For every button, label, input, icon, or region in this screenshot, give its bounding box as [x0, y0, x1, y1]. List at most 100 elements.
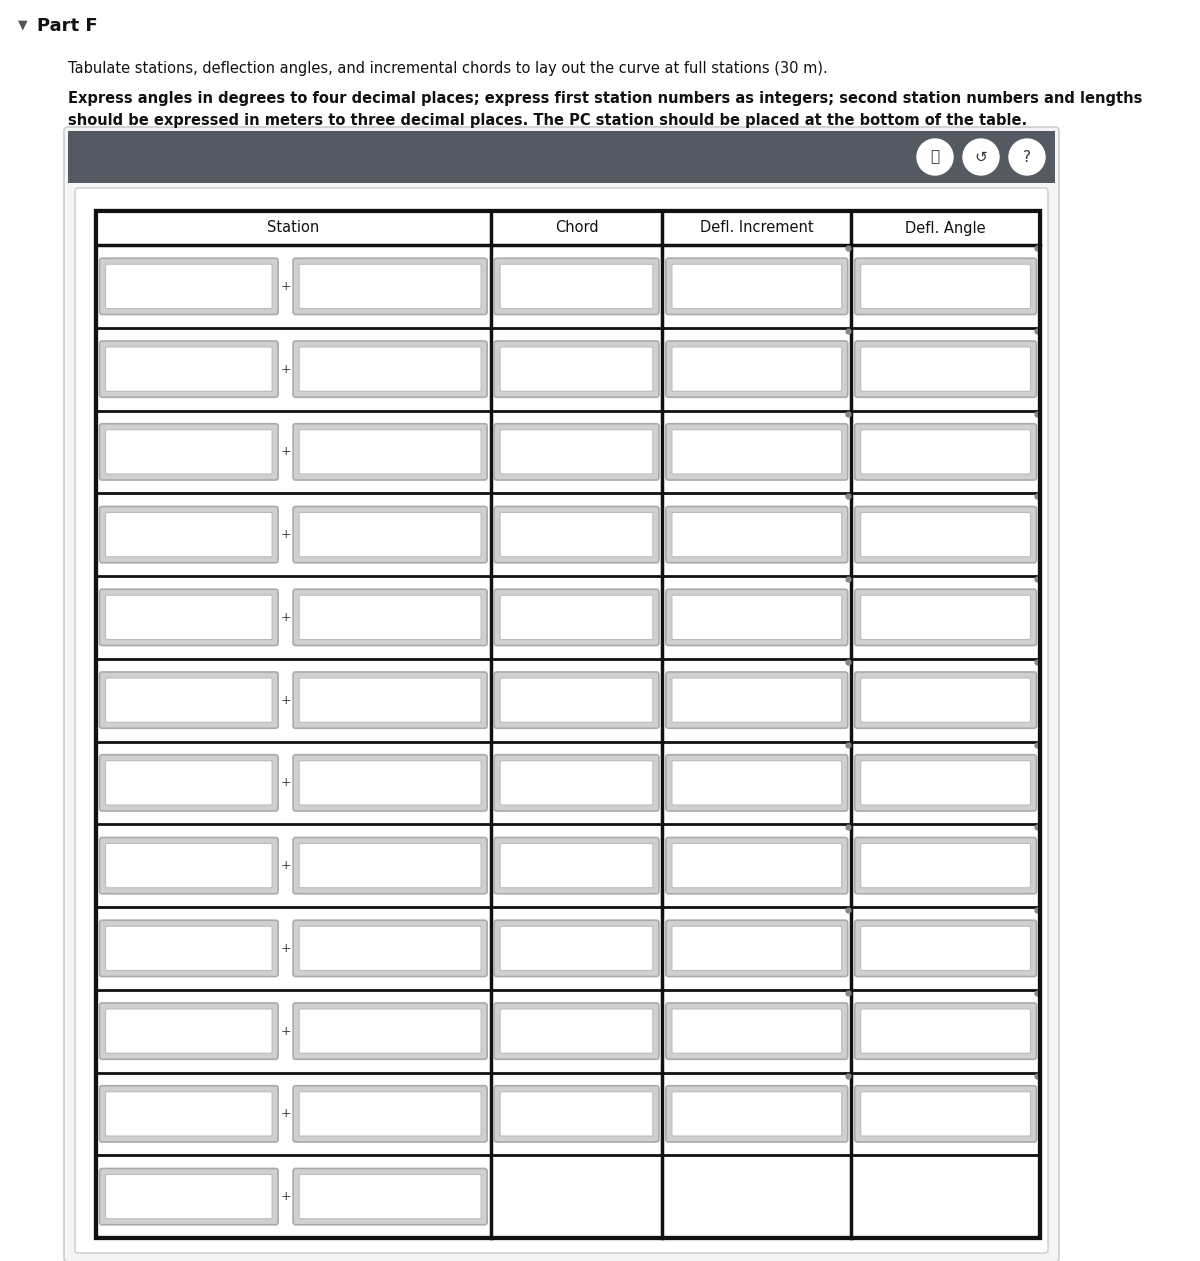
Bar	[96, 211, 1040, 1238]
FancyBboxPatch shape	[854, 507, 1037, 562]
FancyBboxPatch shape	[100, 1086, 278, 1142]
Text: 💡: 💡	[930, 150, 940, 164]
FancyBboxPatch shape	[854, 1002, 1037, 1059]
Text: Part F: Part F	[37, 16, 97, 35]
FancyBboxPatch shape	[299, 1174, 481, 1219]
FancyBboxPatch shape	[860, 595, 1031, 639]
FancyBboxPatch shape	[100, 1169, 278, 1224]
Text: +: +	[281, 1025, 290, 1038]
FancyBboxPatch shape	[666, 589, 847, 646]
FancyBboxPatch shape	[100, 921, 278, 976]
Text: Express angles in degrees to four decimal places; express first station numbers : Express angles in degrees to four decima…	[68, 91, 1142, 106]
FancyBboxPatch shape	[494, 424, 659, 480]
Text: +: +	[281, 1190, 290, 1203]
FancyBboxPatch shape	[106, 595, 272, 639]
FancyBboxPatch shape	[299, 512, 481, 557]
FancyBboxPatch shape	[293, 672, 487, 729]
FancyBboxPatch shape	[672, 595, 841, 639]
FancyBboxPatch shape	[860, 1009, 1031, 1053]
FancyBboxPatch shape	[860, 430, 1031, 474]
Bar	[96, 211, 1040, 1238]
FancyBboxPatch shape	[106, 430, 272, 474]
Circle shape	[917, 139, 953, 175]
FancyBboxPatch shape	[100, 424, 278, 480]
FancyBboxPatch shape	[106, 1009, 272, 1053]
Text: +: +	[281, 1107, 290, 1120]
Text: +: +	[281, 528, 290, 541]
FancyBboxPatch shape	[293, 589, 487, 646]
Text: +: +	[281, 942, 290, 955]
FancyBboxPatch shape	[854, 424, 1037, 480]
FancyBboxPatch shape	[106, 347, 272, 391]
Circle shape	[964, 139, 998, 175]
FancyBboxPatch shape	[500, 595, 653, 639]
FancyBboxPatch shape	[666, 340, 847, 397]
Text: +: +	[281, 445, 290, 459]
FancyBboxPatch shape	[666, 755, 847, 811]
FancyBboxPatch shape	[299, 595, 481, 639]
FancyBboxPatch shape	[500, 265, 653, 309]
Text: should be expressed in meters to three decimal places. The PC station should be : should be expressed in meters to three d…	[68, 113, 1027, 129]
FancyBboxPatch shape	[106, 760, 272, 805]
FancyBboxPatch shape	[494, 340, 659, 397]
FancyBboxPatch shape	[293, 921, 487, 976]
FancyBboxPatch shape	[494, 837, 659, 894]
Text: Chord: Chord	[554, 221, 599, 236]
FancyBboxPatch shape	[672, 927, 841, 971]
FancyBboxPatch shape	[293, 755, 487, 811]
FancyBboxPatch shape	[500, 760, 653, 805]
FancyBboxPatch shape	[666, 259, 847, 314]
FancyBboxPatch shape	[500, 927, 653, 971]
Text: ▼: ▼	[18, 18, 28, 32]
FancyBboxPatch shape	[854, 672, 1037, 729]
FancyBboxPatch shape	[860, 512, 1031, 557]
FancyBboxPatch shape	[672, 347, 841, 391]
FancyBboxPatch shape	[854, 755, 1037, 811]
FancyBboxPatch shape	[672, 678, 841, 723]
Text: +: +	[281, 280, 290, 293]
FancyBboxPatch shape	[293, 837, 487, 894]
FancyBboxPatch shape	[666, 507, 847, 562]
FancyBboxPatch shape	[106, 678, 272, 723]
FancyBboxPatch shape	[106, 512, 272, 557]
FancyBboxPatch shape	[494, 259, 659, 314]
FancyBboxPatch shape	[494, 921, 659, 976]
FancyBboxPatch shape	[293, 1002, 487, 1059]
FancyBboxPatch shape	[500, 347, 653, 391]
FancyBboxPatch shape	[293, 507, 487, 562]
FancyBboxPatch shape	[500, 512, 653, 557]
FancyBboxPatch shape	[500, 844, 653, 888]
FancyBboxPatch shape	[666, 837, 847, 894]
FancyBboxPatch shape	[293, 1169, 487, 1224]
FancyBboxPatch shape	[860, 347, 1031, 391]
Text: ↺: ↺	[974, 150, 988, 164]
FancyBboxPatch shape	[100, 259, 278, 314]
Bar	[96, 211, 1040, 245]
FancyBboxPatch shape	[299, 430, 481, 474]
FancyBboxPatch shape	[299, 265, 481, 309]
FancyBboxPatch shape	[100, 672, 278, 729]
FancyBboxPatch shape	[299, 1092, 481, 1136]
Text: ?: ?	[1022, 150, 1031, 164]
FancyBboxPatch shape	[672, 430, 841, 474]
FancyBboxPatch shape	[860, 760, 1031, 805]
FancyBboxPatch shape	[860, 265, 1031, 309]
FancyBboxPatch shape	[100, 589, 278, 646]
FancyBboxPatch shape	[100, 340, 278, 397]
FancyBboxPatch shape	[106, 1092, 272, 1136]
FancyBboxPatch shape	[299, 844, 481, 888]
FancyBboxPatch shape	[494, 1086, 659, 1142]
FancyBboxPatch shape	[106, 844, 272, 888]
FancyBboxPatch shape	[672, 760, 841, 805]
FancyBboxPatch shape	[860, 927, 1031, 971]
FancyBboxPatch shape	[854, 340, 1037, 397]
FancyBboxPatch shape	[500, 1092, 653, 1136]
FancyBboxPatch shape	[500, 1009, 653, 1053]
FancyBboxPatch shape	[666, 1002, 847, 1059]
FancyBboxPatch shape	[106, 927, 272, 971]
FancyBboxPatch shape	[860, 678, 1031, 723]
FancyBboxPatch shape	[100, 1002, 278, 1059]
FancyBboxPatch shape	[494, 507, 659, 562]
FancyBboxPatch shape	[100, 507, 278, 562]
FancyBboxPatch shape	[500, 678, 653, 723]
